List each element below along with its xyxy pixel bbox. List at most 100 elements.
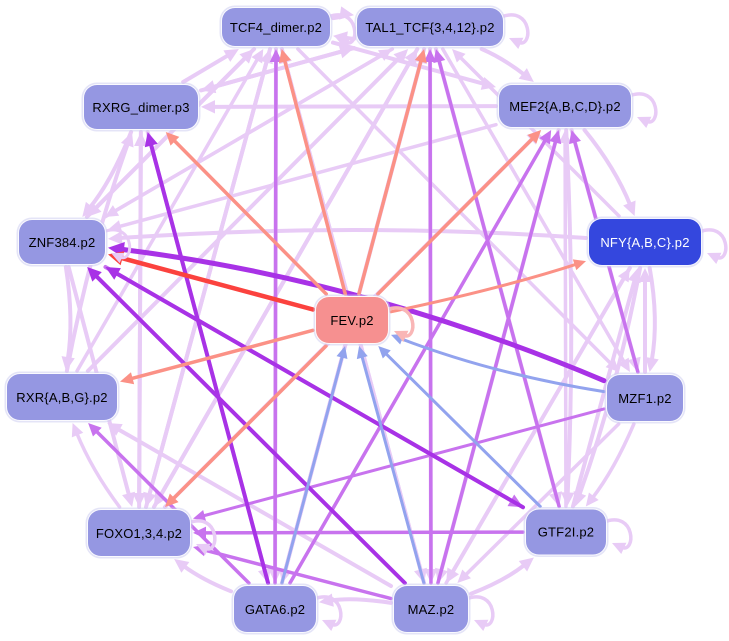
edge-mzf1-gtf2i — [585, 422, 636, 507]
edge-arrowhead — [201, 80, 217, 94]
edge-arrowhead — [480, 76, 496, 90]
edge-gtf2i-fev — [378, 346, 542, 508]
edge-line — [148, 140, 271, 585]
edge-arrowhead — [82, 201, 97, 217]
edge-line — [627, 92, 658, 124]
edge-line — [570, 276, 637, 509]
edge-arrowhead — [105, 267, 121, 280]
edge-line — [201, 530, 525, 535]
edge-arrowhead — [322, 619, 337, 632]
edge-tal1-mef2 — [479, 47, 534, 82]
node-fev[interactable]: FEV.p2 — [315, 296, 389, 344]
edge-line — [449, 266, 632, 576]
edge-arrowhead — [612, 542, 627, 555]
edge-line — [436, 57, 561, 509]
edge-fev-mef2 — [376, 130, 542, 296]
node-gtf2i[interactable]: GTF2I.p2 — [525, 508, 607, 556]
node-foxo[interactable]: FOXO1,3,4.p2 — [87, 509, 191, 557]
edge-arrowhead — [201, 100, 216, 114]
edge-line — [457, 54, 621, 218]
edge-arrowhead — [518, 68, 534, 82]
edge-line — [602, 518, 633, 550]
node-tcf4[interactable]: TCF4_dimer.p2 — [221, 7, 331, 47]
edge-line — [288, 137, 548, 585]
edge-line — [463, 422, 621, 578]
edge-fev-rxrg — [165, 132, 328, 296]
edge-arrowhead — [539, 130, 552, 145]
self-loop-gtf2i — [602, 518, 633, 555]
edge-gata6-foxo — [174, 559, 233, 594]
edge-line — [312, 595, 343, 627]
edge-arrowhead — [423, 49, 437, 63]
edge-line — [128, 328, 315, 381]
edge-line — [101, 228, 132, 260]
node-maz[interactable]: MAZ.p2 — [393, 585, 469, 633]
edge-arrowhead — [457, 569, 471, 583]
edge-arrowhead — [618, 357, 630, 372]
edge-line — [170, 344, 328, 502]
edge-line — [360, 353, 426, 585]
edge-line — [582, 128, 633, 208]
edge-mef2-gtf2i — [561, 128, 575, 507]
node-mzf1[interactable]: MZF1.p2 — [606, 374, 684, 422]
edge-arrowhead — [223, 49, 239, 62]
edge-mef2-rxrg — [201, 100, 498, 114]
edge-arrowhead — [605, 358, 620, 372]
edge-maz-mef2 — [436, 130, 562, 585]
edge-gata6-mef2 — [288, 130, 552, 585]
edge-mef2-nfy — [582, 128, 636, 216]
edge-arrowhead — [446, 567, 460, 583]
edge-arrowhead — [122, 491, 136, 507]
edge-arrowhead — [144, 132, 158, 148]
edge-line — [273, 57, 278, 585]
edge-arrowhead — [474, 619, 489, 632]
edge-arrowhead — [509, 37, 524, 50]
edge-line — [181, 52, 232, 84]
self-loop-fev — [384, 306, 415, 343]
edge-fev-tcf4 — [278, 49, 348, 296]
edge-arrowhead — [573, 491, 587, 507]
edge-line — [114, 426, 393, 589]
edge-arrowhead — [88, 423, 102, 437]
edge-arrowhead — [108, 231, 123, 245]
edge-gtf2i-znf384 — [105, 267, 525, 510]
node-nfy[interactable]: NFY{A,B,C}.p2 — [588, 218, 702, 266]
edge-line — [398, 336, 606, 394]
node-gata6[interactable]: GATA6.p2 — [233, 585, 317, 633]
edge-arrowhead — [278, 49, 291, 64]
edge-line — [186, 519, 217, 551]
edge-rxrg-tcf4 — [181, 49, 239, 84]
edge-line — [564, 128, 574, 498]
edge-fev-foxo — [165, 344, 328, 507]
edge-arrowhead — [452, 49, 466, 63]
edge-maz-fev — [356, 346, 426, 585]
edge-arrowhead — [165, 493, 179, 507]
edge-line — [117, 255, 316, 312]
node-rxr[interactable]: RXR{A,B,G}.p2 — [6, 373, 118, 421]
edge-arrowhead — [707, 252, 722, 265]
edge-arrowhead — [193, 510, 207, 521]
self-loop-nfy — [697, 228, 728, 265]
edge-arrowhead — [336, 37, 351, 50]
node-mef2[interactable]: MEF2{A,B,C,D}.p2 — [498, 84, 632, 128]
edge-nfy-znf384 — [108, 228, 588, 245]
edge-arrowhead — [107, 423, 123, 436]
self-loop-mef2 — [627, 92, 658, 129]
self-loop-gata6 — [312, 595, 343, 632]
edge-line — [428, 57, 433, 585]
edge-line — [137, 141, 143, 509]
node-znf384[interactable]: ZNF384.p2 — [18, 219, 106, 265]
edge-arrowhead — [378, 346, 391, 359]
edge-mzf1-foxo — [193, 407, 606, 521]
edge-line — [112, 47, 395, 214]
edge-arrowhead — [394, 330, 409, 343]
node-rxrg[interactable]: RXRG_dimer.p3 — [83, 84, 199, 130]
edge-line — [384, 306, 415, 338]
edge-arrowhead — [623, 200, 636, 216]
node-tal1[interactable]: TAL1_TCF{3,4,12}.p2 — [356, 7, 504, 47]
edge-arrowhead — [174, 559, 190, 573]
edge-arrowhead — [393, 49, 409, 64]
edge-line — [280, 353, 345, 585]
